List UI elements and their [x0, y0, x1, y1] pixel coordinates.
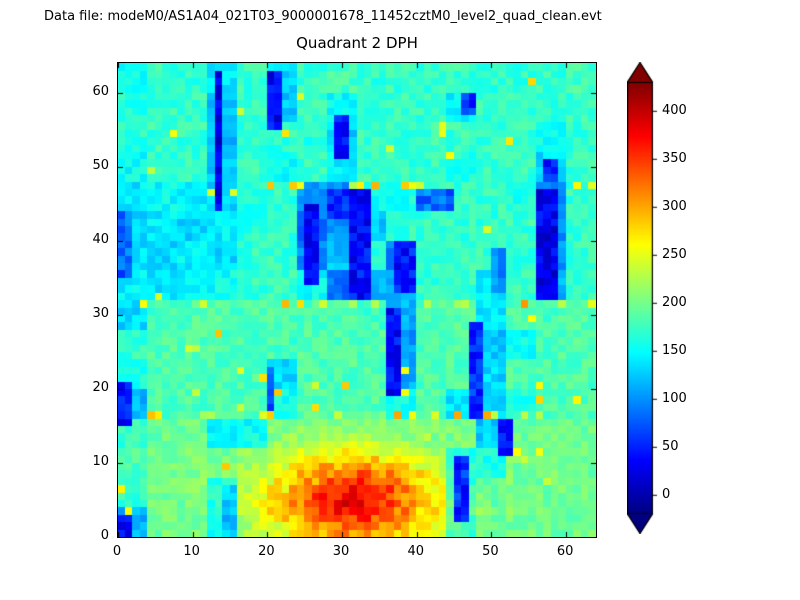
colorbar-tick-label: 400	[662, 102, 687, 118]
x-axis-tick-label: 20	[258, 544, 275, 559]
colorbar-tick-label: 300	[662, 198, 687, 214]
colorbar-canvas	[627, 62, 659, 534]
colorbar-tick-label: 50	[662, 438, 679, 454]
y-axis-tick-label: 30	[92, 305, 109, 321]
y-axis-tick-label: 60	[92, 83, 109, 99]
y-axis-tick-label: 40	[92, 231, 109, 247]
colorbar-tick-label: 100	[662, 390, 687, 406]
y-axis-tick-label: 20	[92, 379, 109, 395]
x-axis-tick-label: 50	[482, 544, 499, 559]
colorbar	[627, 62, 659, 538]
y-axis-tick-label: 0	[100, 528, 109, 543]
x-axis-tick-label: 30	[332, 544, 350, 559]
colorbar-tick-label: 150	[662, 342, 687, 358]
x-axis-tick-label: 40	[407, 544, 425, 559]
x-axis-tick-label: 10	[183, 544, 200, 559]
colorbar-tick-label: 350	[662, 150, 687, 166]
heatmap-canvas	[118, 63, 596, 537]
y-axis-tick-label: 50	[92, 157, 109, 173]
colorbar-tick-label: 0	[662, 486, 671, 502]
chart-title: Quadrant 2 DPH	[296, 34, 418, 52]
x-axis-tick-label: 60	[556, 544, 574, 559]
y-axis-tick-label: 10	[92, 453, 109, 469]
data-file-label: Data file: modeM0/AS1A04_021T03_90000016…	[44, 9, 602, 24]
heatmap-plot-area	[117, 62, 597, 538]
colorbar-tick-label: 250	[662, 246, 687, 262]
x-axis-tick-label: 0	[112, 544, 122, 559]
colorbar-tick-label: 200	[662, 294, 687, 310]
